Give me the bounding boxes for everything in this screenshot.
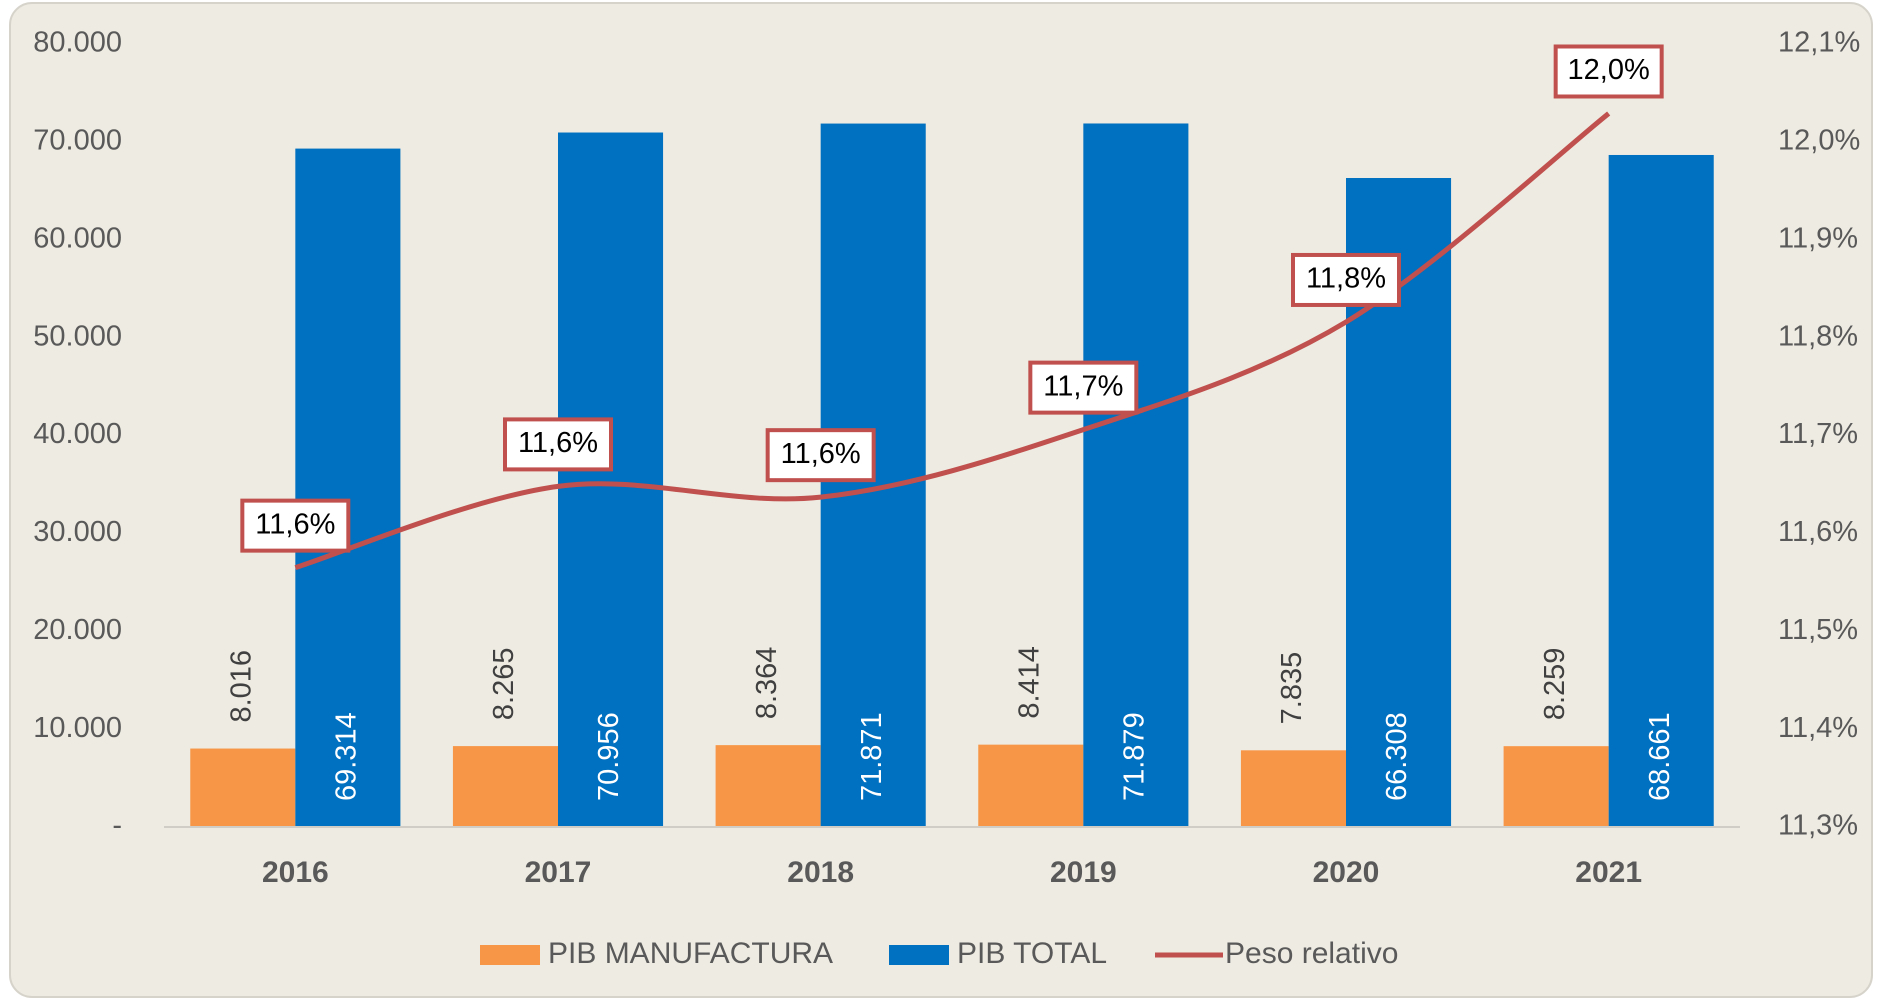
data-label: 70.956 (593, 712, 625, 801)
data-label: 66.308 (1381, 712, 1413, 801)
legend-label: PIB MANUFACTURA (548, 937, 833, 970)
x-tick-label: 2018 (787, 856, 854, 889)
legend-swatch (889, 945, 949, 965)
y-tick-label: 70.000 (33, 125, 122, 157)
data-label: 11,6% (255, 508, 335, 540)
y-tick-label: 40.000 (33, 418, 122, 450)
data-label-box: 11,7% (1028, 360, 1139, 415)
bar (558, 132, 664, 828)
bar (1240, 750, 1346, 827)
legend-swatch (480, 945, 540, 965)
y2-tick-label: 11,4% (1778, 712, 1858, 744)
y2-tick-label: 11,8% (1778, 320, 1858, 352)
data-label: 69.314 (331, 712, 363, 801)
y-tick-label: 30.000 (33, 516, 122, 548)
bar (1083, 123, 1189, 827)
data-label: 11,7% (1043, 370, 1123, 402)
y-tick-label: 20.000 (33, 614, 122, 646)
data-label: 8.265 (488, 648, 520, 721)
bar (715, 745, 821, 827)
data-label-box: 11,6% (503, 417, 613, 472)
y2-tick-label: 12,1% (1778, 27, 1860, 59)
y2-tick-label: 11,5% (1778, 614, 1858, 646)
y2-tick-label: 12,0% (1778, 125, 1860, 157)
y2-tick-label: 11,7% (1778, 418, 1858, 450)
label-box (1291, 252, 1401, 307)
x-tick-label: 2019 (1050, 856, 1117, 889)
y-tick-label: - (112, 810, 122, 842)
data-label-box: 11,6% (765, 428, 876, 483)
legend-label: PIB TOTAL (957, 937, 1107, 970)
x-tick-label: 2021 (1575, 856, 1642, 889)
data-label: 11,6% (518, 427, 598, 459)
data-label-box: 12,0% (1553, 44, 1664, 99)
bar (1608, 154, 1714, 827)
data-label: 8.016 (225, 650, 257, 723)
data-label: 8.259 (1539, 648, 1571, 721)
label-box (240, 498, 351, 553)
data-label: 71.879 (1119, 712, 1151, 801)
legend-label: Peso relativo (1225, 937, 1398, 970)
data-label: 8.364 (751, 647, 783, 720)
y2-tick-label: 11,3% (1778, 810, 1858, 842)
label-box (1553, 44, 1664, 99)
y2-tick-label: 11,9% (1778, 222, 1858, 254)
data-label: 71.871 (856, 712, 888, 801)
data-label: 68.661 (1644, 712, 1676, 801)
label-box (765, 428, 876, 483)
bar (452, 746, 558, 827)
data-label: 11,6% (781, 438, 861, 470)
data-label: 8.414 (1013, 646, 1045, 719)
y-tick-label: 10.000 (33, 712, 122, 744)
line (294, 111, 1611, 571)
bar (1503, 746, 1609, 827)
x-tick-label: 2016 (262, 856, 329, 889)
data-label-box: 11,8% (1291, 252, 1401, 307)
y2-tick-label: 11,6% (1778, 516, 1858, 548)
x-tick-label: 2017 (525, 856, 592, 889)
y-tick-label: 50.000 (33, 320, 122, 352)
label-box (503, 417, 613, 472)
data-label-box: 11,6% (240, 498, 351, 553)
data-label: 11,8% (1306, 263, 1386, 295)
y-tick-label: 60.000 (33, 222, 122, 254)
x-tick-label: 2020 (1313, 856, 1380, 889)
data-label: 12,0% (1568, 54, 1650, 86)
bar (978, 744, 1084, 827)
bar (295, 148, 401, 827)
y-tick-label: 80.000 (33, 27, 122, 59)
bar (190, 748, 296, 827)
data-label: 7.835 (1276, 652, 1308, 725)
label-box (1028, 360, 1139, 415)
